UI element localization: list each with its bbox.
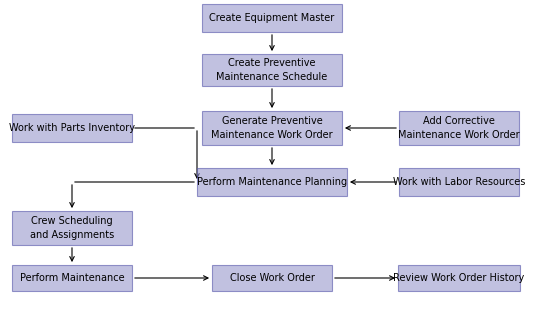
Text: Add Corrective
Maintenance Work Order: Add Corrective Maintenance Work Order (398, 116, 520, 140)
FancyBboxPatch shape (398, 265, 520, 291)
FancyBboxPatch shape (12, 114, 132, 142)
FancyBboxPatch shape (12, 265, 132, 291)
Text: Create Equipment Master: Create Equipment Master (209, 13, 335, 23)
FancyBboxPatch shape (197, 168, 347, 196)
FancyBboxPatch shape (202, 54, 342, 86)
Text: Perform Maintenance Planning: Perform Maintenance Planning (197, 177, 347, 187)
Text: Work with Labor Resources: Work with Labor Resources (393, 177, 525, 187)
Text: Close Work Order: Close Work Order (230, 273, 314, 283)
Text: Work with Parts Inventory: Work with Parts Inventory (9, 123, 135, 133)
FancyBboxPatch shape (399, 168, 519, 196)
FancyBboxPatch shape (202, 111, 342, 145)
Text: Generate Preventive
Maintenance Work Order: Generate Preventive Maintenance Work Ord… (211, 116, 333, 140)
Text: Review Work Order History: Review Work Order History (393, 273, 524, 283)
FancyBboxPatch shape (212, 265, 332, 291)
Text: Perform Maintenance: Perform Maintenance (20, 273, 125, 283)
Text: Crew Scheduling
and Assignments: Crew Scheduling and Assignments (30, 216, 114, 240)
Text: Create Preventive
Maintenance Schedule: Create Preventive Maintenance Schedule (217, 58, 327, 82)
FancyBboxPatch shape (12, 211, 132, 245)
FancyBboxPatch shape (202, 4, 342, 32)
FancyBboxPatch shape (399, 111, 519, 145)
